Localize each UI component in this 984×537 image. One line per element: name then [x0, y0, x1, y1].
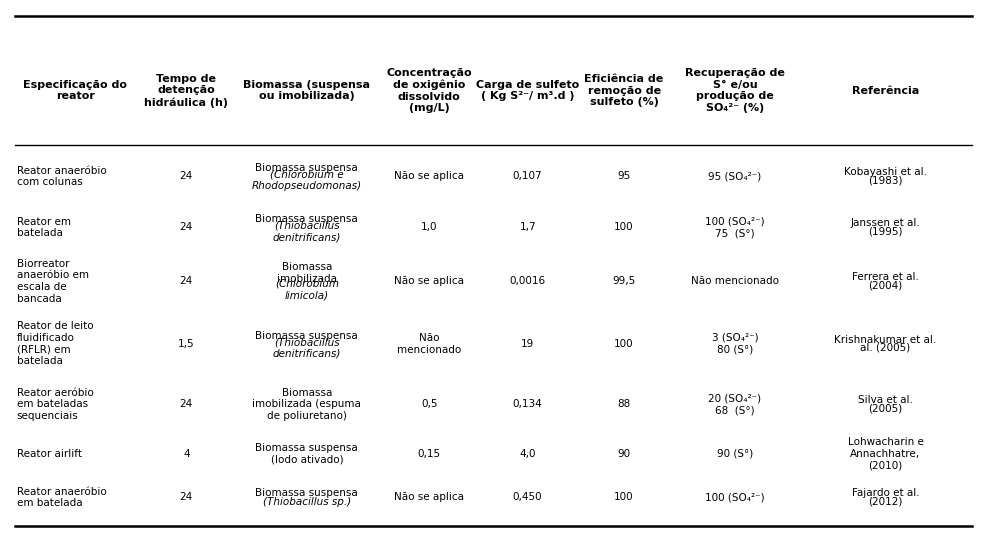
Text: Eficiência de
remoção de
sulfeto (%): Eficiência de remoção de sulfeto (%) — [584, 74, 664, 107]
Text: Reator airlift: Reator airlift — [17, 449, 82, 459]
Text: 4,0: 4,0 — [520, 449, 536, 459]
Text: Recuperação de
S° e/ou
produção de
SO₄²⁻ (%): Recuperação de S° e/ou produção de SO₄²⁻… — [685, 68, 785, 113]
Text: Reator em
batelada: Reator em batelada — [17, 216, 71, 238]
Text: 88: 88 — [618, 400, 631, 409]
Text: Biomassa suspensa: Biomassa suspensa — [256, 214, 358, 224]
Text: 24: 24 — [180, 400, 193, 409]
Text: Biomassa (suspensa
ou imobilizada): Biomassa (suspensa ou imobilizada) — [243, 80, 370, 101]
Text: Reator de leito
fluidificado
(RFLR) em
batelada: Reator de leito fluidificado (RFLR) em b… — [17, 321, 93, 366]
Text: 0,15: 0,15 — [418, 449, 441, 459]
Text: Não se aplica: Não se aplica — [395, 276, 464, 286]
Text: 100 (SO₄²⁻)
75  (S°): 100 (SO₄²⁻) 75 (S°) — [706, 216, 765, 238]
Text: (2012): (2012) — [868, 497, 902, 506]
Text: 90 (S°): 90 (S°) — [717, 449, 753, 459]
Text: 0,107: 0,107 — [513, 171, 542, 182]
Text: Krishnakumar et al.: Krishnakumar et al. — [834, 335, 937, 345]
Text: (Thiobacillus sp.): (Thiobacillus sp.) — [263, 497, 351, 506]
Text: Especificação do
reator: Especificação do reator — [24, 80, 127, 101]
Text: 100: 100 — [614, 222, 634, 233]
Text: Referência: Referência — [852, 85, 919, 96]
Text: 90: 90 — [618, 449, 631, 459]
Text: (Thiobacillus
denitrificans): (Thiobacillus denitrificans) — [273, 337, 341, 359]
Text: Fajardo et al.: Fajardo et al. — [851, 488, 919, 498]
Text: Reator anaeróbio
em batelada: Reator anaeróbio em batelada — [17, 487, 106, 508]
Text: Reator aeróbio
em bateladas
sequenciais: Reator aeróbio em bateladas sequenciais — [17, 388, 93, 421]
Text: Não se aplica: Não se aplica — [395, 171, 464, 182]
Text: Não mencionado: Não mencionado — [691, 276, 779, 286]
Text: Biomassa suspensa: Biomassa suspensa — [256, 331, 358, 340]
Text: 1,5: 1,5 — [178, 339, 195, 349]
Text: 3 (SO₄²⁻)
80 (S°): 3 (SO₄²⁻) 80 (S°) — [711, 333, 759, 354]
Text: Biomassa suspensa: Biomassa suspensa — [256, 163, 358, 173]
Text: Janssen et al.: Janssen et al. — [850, 219, 920, 228]
Text: Biomassa
imobilizada: Biomassa imobilizada — [277, 262, 337, 284]
Text: (2004): (2004) — [868, 280, 902, 290]
Text: 100 (SO₄²⁻): 100 (SO₄²⁻) — [706, 492, 765, 503]
Text: (1995): (1995) — [868, 227, 902, 236]
Text: (Chlorobium e
Rhodopseudomonas): (Chlorobium e Rhodopseudomonas) — [252, 170, 362, 191]
Text: 100: 100 — [614, 492, 634, 503]
Text: Biomassa
imobilizada (espuma
de poliuretano): Biomassa imobilizada (espuma de poliuret… — [253, 388, 361, 421]
Text: 0,134: 0,134 — [513, 400, 542, 409]
Text: Lohwacharin e
Annachhatre,
(2010): Lohwacharin e Annachhatre, (2010) — [847, 437, 923, 470]
Text: (Thiobacillus
denitrificans): (Thiobacillus denitrificans) — [273, 221, 341, 242]
Text: (1983): (1983) — [868, 176, 902, 185]
Text: Carga de sulfeto
( Kg S²⁻/ m³.d ): Carga de sulfeto ( Kg S²⁻/ m³.d ) — [476, 80, 580, 101]
Text: 95: 95 — [618, 171, 631, 182]
Text: Tempo de
detenção
hidráulica (h): Tempo de detenção hidráulica (h) — [145, 74, 228, 107]
Text: (2005): (2005) — [868, 403, 902, 413]
Text: al. (2005): al. (2005) — [860, 343, 910, 353]
Text: Biomassa suspensa
(lodo ativado): Biomassa suspensa (lodo ativado) — [256, 443, 358, 465]
Text: 24: 24 — [180, 276, 193, 286]
Text: (Chlorobium
limicola): (Chlorobium limicola) — [275, 279, 338, 300]
Text: 0,0016: 0,0016 — [510, 276, 546, 286]
Text: Reator anaeróbio
com colunas: Reator anaeróbio com colunas — [17, 165, 106, 187]
Text: 0,450: 0,450 — [513, 492, 542, 503]
Text: Biomassa suspensa: Biomassa suspensa — [256, 488, 358, 498]
Text: Não se aplica: Não se aplica — [395, 492, 464, 503]
Text: 24: 24 — [180, 222, 193, 233]
Text: Concentração
de oxigênio
dissolvido
(mg/L): Concentração de oxigênio dissolvido (mg/… — [387, 68, 472, 113]
Text: 95 (SO₄²⁻): 95 (SO₄²⁻) — [708, 171, 762, 182]
Text: 0,5: 0,5 — [421, 400, 438, 409]
Text: 99,5: 99,5 — [612, 276, 636, 286]
Text: 24: 24 — [180, 171, 193, 182]
Text: 1,0: 1,0 — [421, 222, 438, 233]
Text: Kobayashi et al.: Kobayashi et al. — [844, 168, 927, 177]
Text: 100: 100 — [614, 339, 634, 349]
Text: 1,7: 1,7 — [520, 222, 536, 233]
Text: 24: 24 — [180, 492, 193, 503]
Text: Silva et al.: Silva et al. — [858, 395, 913, 405]
Text: Biorreator
anaeróbio em
escala de
bancada: Biorreator anaeróbio em escala de bancad… — [17, 259, 89, 303]
Text: Não
mencionado: Não mencionado — [398, 333, 461, 354]
Text: Ferrera et al.: Ferrera et al. — [852, 272, 919, 282]
Text: 20 (SO₄²⁻)
68  (S°): 20 (SO₄²⁻) 68 (S°) — [708, 394, 762, 415]
Text: 4: 4 — [183, 449, 190, 459]
Text: 19: 19 — [522, 339, 534, 349]
